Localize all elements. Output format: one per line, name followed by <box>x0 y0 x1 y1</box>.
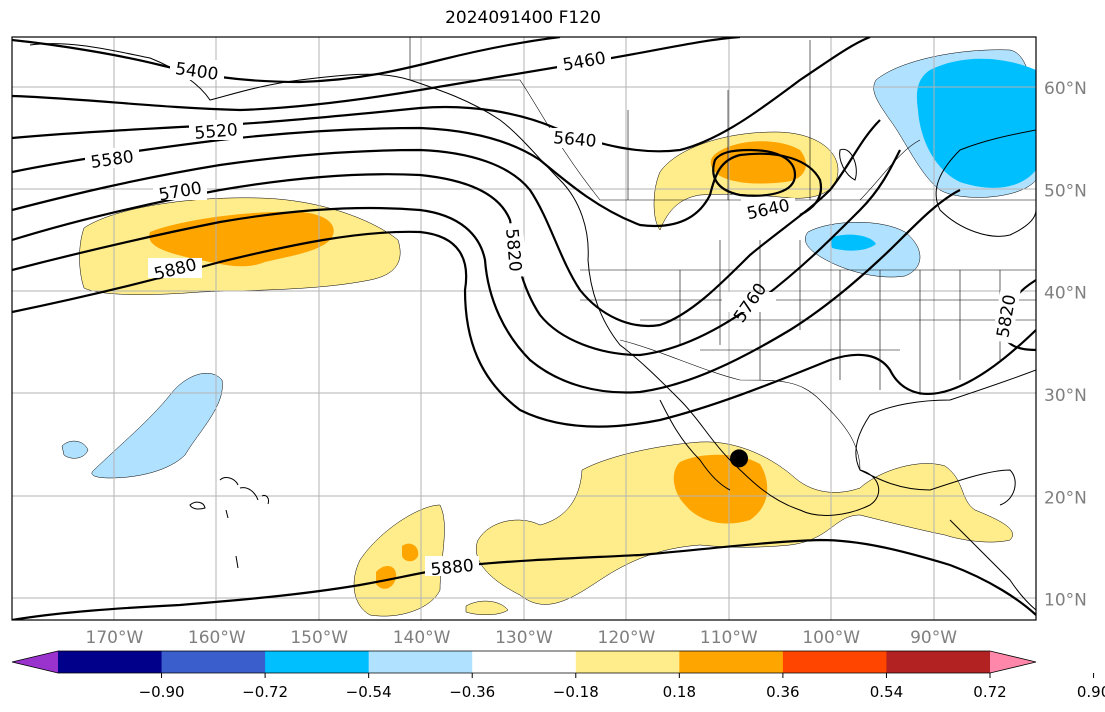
colorbar-label: −0.54 <box>346 683 392 701</box>
longitude-tick-label: 120°W <box>598 628 656 648</box>
map-border <box>11 36 1037 621</box>
longitude-tick-label: 170°W <box>86 628 144 648</box>
longitude-tick-label: 140°W <box>393 628 451 648</box>
latitude-tick-label: 10°N <box>1044 591 1087 611</box>
map-panel: 5400 5460 5520 5580 5640 5640 5700 5760 … <box>12 37 1036 620</box>
contour-5400 <box>12 37 561 84</box>
colorbar: −0.90 −0.72 −0.54 −0.36 −0.18 0.18 0.36 0.54 0.7… <box>11 650 1105 701</box>
colorbar-label: 0.72 <box>973 683 1006 701</box>
positive-anomaly-core <box>376 543 419 589</box>
map-title: 2024091400 F120 <box>445 8 601 28</box>
contour-5700 <box>12 149 901 357</box>
latitude-tick-label: 60°N <box>1044 79 1087 99</box>
positive-anomaly-core <box>673 454 768 524</box>
negative-anomaly-region <box>91 372 223 479</box>
height-contours <box>12 37 1036 620</box>
colorbar-extend-high <box>990 651 1036 673</box>
colorbar-segment <box>265 651 370 673</box>
positive-anomaly-region <box>476 441 1013 605</box>
colorbar-segment <box>161 651 266 673</box>
longitude-tick-label: 150°W <box>290 628 348 648</box>
location-marker <box>730 449 749 468</box>
colorbar-segment <box>782 651 887 673</box>
colorbar-label: −0.90 <box>139 683 185 701</box>
longitude-ticks: 170°W 160°W 150°W 140°W 130°W 120°W 110°W 100°W… <box>86 628 958 648</box>
negative-anomaly-core <box>830 234 876 251</box>
colorbar-segment <box>886 651 991 673</box>
colorbar-label: 0.54 <box>870 683 903 701</box>
colorbar-outline <box>11 650 1037 674</box>
contour-label: 5640 <box>552 128 597 152</box>
contour-5820 <box>12 230 1036 428</box>
colorbar-label: 0.18 <box>663 683 696 701</box>
longitude-tick-label: 160°W <box>188 628 246 648</box>
colorbar-segment <box>368 651 473 673</box>
contour-5640 <box>12 119 881 328</box>
colorbar-label: −0.36 <box>449 683 495 701</box>
colorbar-segment <box>472 651 577 673</box>
negative-anomaly-region <box>61 440 89 459</box>
latitude-ticks: 60°N 50°N 40°N 30°N 20°N 10°N <box>1044 79 1087 610</box>
colorbar-label: −0.18 <box>553 683 599 701</box>
longitude-tick-label: 90°W <box>910 628 957 648</box>
colorbar-extend-low <box>12 651 58 673</box>
contour-label: 5880 <box>430 556 475 580</box>
contour-label: 5820 <box>501 228 525 273</box>
contour-labels: 5400 5460 5520 5580 5640 5640 5700 5760 … <box>85 48 1021 580</box>
colorbar-segment <box>58 651 163 673</box>
longitude-tick-label: 110°W <box>700 628 758 648</box>
contour-5760 <box>12 189 961 394</box>
gridlines <box>12 37 1036 620</box>
positive-anomaly-region <box>465 600 509 615</box>
contour-label: 5520 <box>194 120 239 144</box>
longitude-tick-label: 100°W <box>802 628 860 648</box>
colorbar-label: −0.72 <box>242 683 288 701</box>
latitude-tick-label: 30°N <box>1044 386 1087 406</box>
colorbar-label: 0.36 <box>766 683 799 701</box>
latitude-tick-label: 40°N <box>1044 284 1087 304</box>
contour-5460 <box>12 37 741 112</box>
latitude-tick-label: 50°N <box>1044 181 1087 201</box>
latitude-tick-label: 20°N <box>1044 488 1087 508</box>
colorbar-segment <box>679 651 784 673</box>
longitude-tick-label: 130°W <box>495 628 553 648</box>
colorbar-label: 0.90 <box>1077 683 1105 701</box>
contour-5880 <box>12 538 1036 620</box>
negative-anomaly-core <box>916 58 1036 188</box>
positive-anomaly-core <box>149 211 334 267</box>
colorbar-segment <box>575 651 680 673</box>
positive-anomaly-region <box>353 504 445 617</box>
